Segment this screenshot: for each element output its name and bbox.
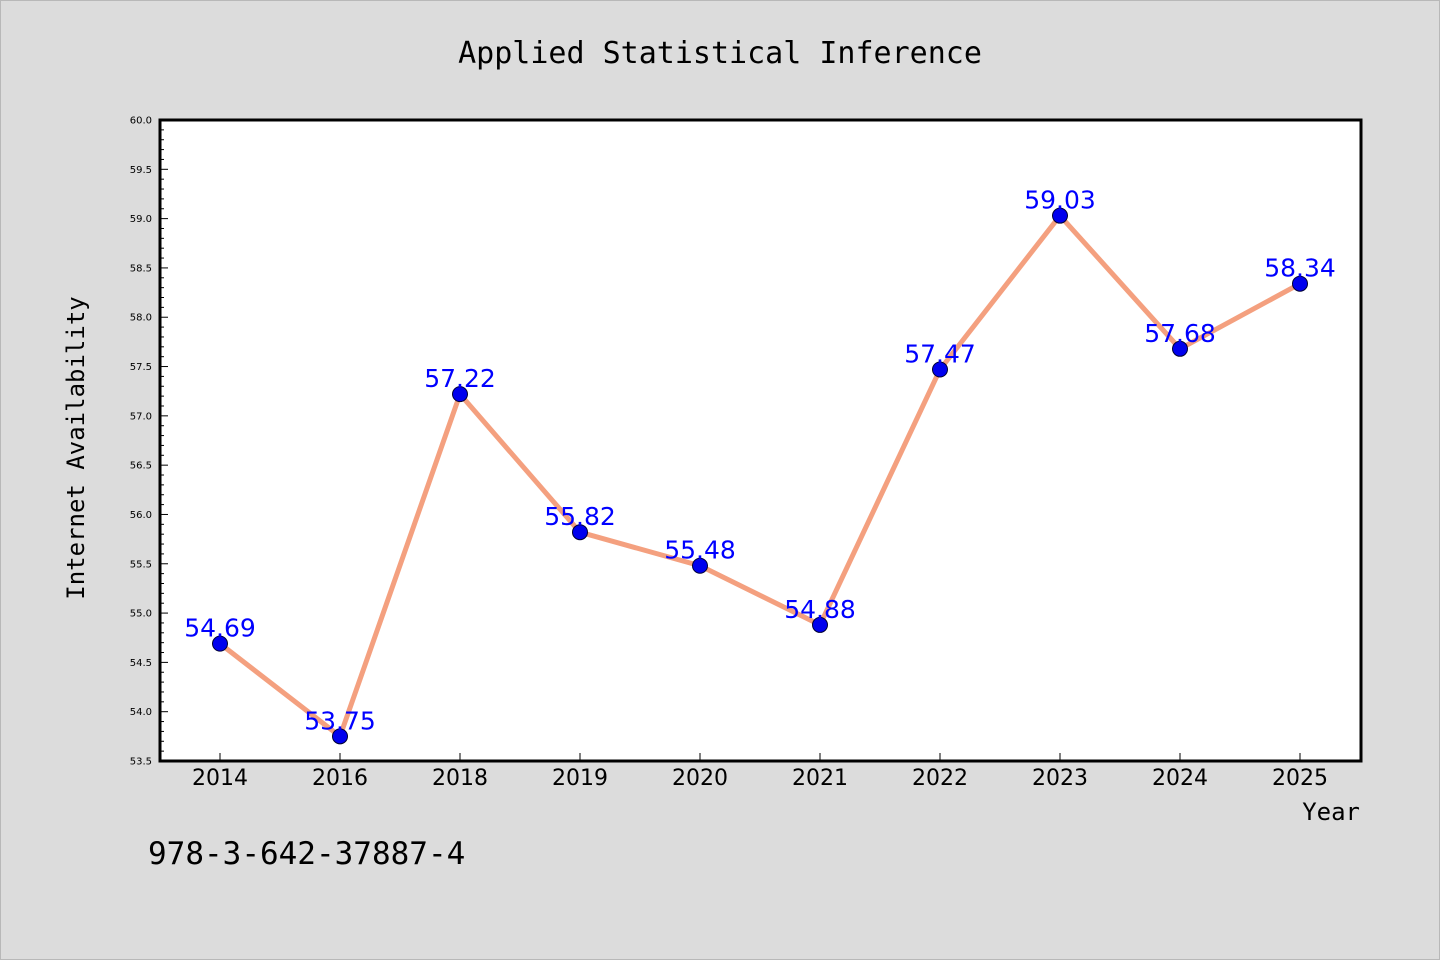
x-tick-label: 2016 [312,766,368,791]
y-tick-label: 57.0 [130,411,152,422]
markers-group [212,207,1308,745]
data-point [212,635,228,652]
data-label: 55.82 [544,502,616,531]
y-tick-label: 55.5 [130,559,152,570]
data-label: 55.48 [664,536,736,565]
data-point [1172,340,1188,357]
y-tick-label: 59.0 [130,214,152,225]
data-point [452,386,468,403]
x-tick-label: 2024 [1152,766,1208,791]
y-tick-label: 53.5 [130,757,152,768]
data-label: 59.03 [1024,186,1096,215]
plot-area [158,118,1363,763]
data-point [332,728,348,745]
y-tick-label: 56.5 [130,461,152,472]
data-point [812,616,828,633]
data-point [572,524,588,541]
chart-title: Applied Statistical Inference [458,36,982,71]
data-label: 54.88 [784,595,856,624]
data-point [1292,275,1308,292]
y-tick-label: 55.0 [130,609,152,620]
series-line-group [217,213,1303,739]
y-tick-label: 59.5 [130,165,152,176]
x-tick-label: 2018 [432,766,488,791]
y-tick-label: 58.0 [130,313,152,324]
data-label: 57.47 [904,339,976,368]
data-point [692,557,708,574]
x-axis: 2014 2016 2018 2019 2020 2021 2022 2023 2024 2025 [192,753,1328,791]
x-tick-label: 2014 [192,766,248,791]
y-tick-label: 54.0 [130,707,152,718]
data-label: 58.34 [1264,254,1336,283]
data-point [1052,207,1068,224]
x-tick-label: 2023 [1032,766,1088,791]
x-tick-label: 2021 [792,766,848,791]
data-point [932,361,948,378]
x-tick-label: 2025 [1272,766,1328,791]
data-label: 57.68 [1144,319,1216,348]
x-axis-label: Year [1302,798,1360,826]
y-axis-label: Internet Availability [62,296,90,599]
y-tick-label: 60.0 [130,116,152,127]
data-label: 54.69 [184,614,256,643]
isbn-text: 978-3-642-37887-4 [148,836,465,872]
series-line [217,213,1303,739]
data-labels-group: 54.69 53.75 57.22 55.82 55.48 54.88 57.47 59.03… [184,186,1336,736]
y-axis: 53.5 54.0 54.5 55.0 55.5 56.0 56.5 57.0 57.5 58.0… [130,116,168,768]
y-tick-label: 58.5 [130,263,152,274]
data-label: 53.75 [304,706,376,735]
x-tick-label: 2022 [912,766,968,791]
y-tick-label: 54.5 [130,658,152,669]
x-tick-label: 2019 [552,766,608,791]
y-tick-label: 56.0 [130,510,152,521]
x-tick-label: 2020 [672,766,728,791]
y-tick-label: 57.5 [130,362,152,373]
data-label: 57.22 [424,364,496,393]
